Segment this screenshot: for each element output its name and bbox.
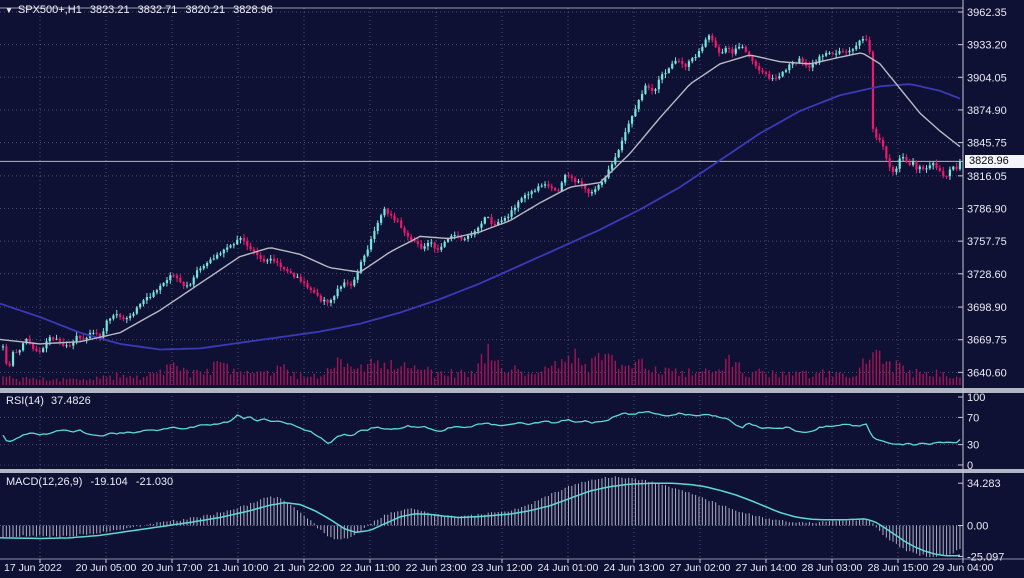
rsi-name: RSI(14) — [6, 395, 44, 407]
rsi-line — [2, 411, 961, 446]
macd-tick-label: -25.097 — [967, 551, 1004, 563]
macd-label-row: MACD(12,26,9) -19.104 -21.030 — [6, 476, 173, 489]
price-tick-label: 3874.90 — [967, 105, 1007, 117]
panel-splitter-rsi[interactable] — [0, 388, 1024, 393]
rsi-tick-label: 70 — [967, 412, 979, 424]
chart-title-bar: ▼ SPX500+,H1 3823.21 3832.71 3820.21 382… — [5, 4, 273, 17]
time-tick-label: 24 Jun 13:00 — [604, 562, 665, 574]
price-tick-label: 3698.90 — [967, 302, 1007, 314]
price-tick-label: 3757.75 — [967, 236, 1007, 248]
rsi-label-row: RSI(14) 37.4826 — [6, 395, 91, 408]
time-tick-label: 22 Jun 23:00 — [406, 562, 467, 574]
ohlc-close: 3828.96 — [233, 4, 273, 16]
rsi-tick-label: 100 — [967, 392, 985, 404]
macd-tick-label: 0.00 — [967, 521, 988, 533]
price-tick-label: 3816.05 — [967, 171, 1007, 183]
time-tick-label: 24 Jun 01:00 — [538, 562, 599, 574]
ohlc-high: 3832.71 — [137, 4, 178, 16]
price-tick-label: 3904.05 — [967, 72, 1007, 84]
time-tick-label: 27 Jun 14:00 — [736, 562, 797, 574]
volume-bars — [2, 343, 961, 385]
time-tick-label: 23 Jun 12:00 — [472, 562, 533, 574]
macd-value: -19.104 — [90, 476, 128, 488]
ohlc-open: 3823.21 — [89, 4, 130, 16]
time-tick-label: 17 Jun 2022 — [4, 562, 62, 574]
rsi-tick-label: 30 — [967, 440, 979, 452]
time-tick-label: 22 Jun 11:00 — [340, 562, 400, 574]
price-tick-label: 3933.20 — [967, 40, 1007, 52]
price-tick-label: 3962.35 — [967, 7, 1007, 19]
time-tick-label: 21 Jun 22:00 — [274, 562, 335, 574]
macd-name: MACD(12,26,9) — [6, 476, 83, 488]
current-price-tag: 3828.96 — [965, 155, 1024, 168]
slow-moving-average-line — [0, 83, 961, 351]
macd-signal-value: -21.030 — [135, 476, 174, 488]
price-tick-label: 3845.75 — [967, 138, 1007, 150]
rsi-value: 37.4826 — [50, 395, 91, 407]
symbol-dropdown-icon[interactable]: ▼ — [5, 6, 13, 15]
time-tick-label: 28 Jun 03:00 — [802, 562, 863, 574]
time-tick-label: 27 Jun 02:00 — [670, 562, 731, 574]
price-tick-label: 3640.60 — [967, 367, 1007, 379]
fast-moving-average-line — [0, 52, 961, 345]
price-tick-label: 3786.90 — [967, 204, 1007, 216]
price-axis[interactable]: 3962.35 3933.20 3904.05 3874.90 3845.75 3816.… — [958, 0, 1007, 563]
price-tick-label: 3728.60 — [967, 269, 1007, 281]
time-tick-label: 28 Jun 15:00 — [868, 562, 929, 574]
macd-signal-line — [0, 482, 961, 557]
time-tick-label: 21 Jun 10:00 — [208, 562, 269, 574]
time-axis[interactable]: 17 Jun 2022 20 Jun 05:00 20 Jun 17:00 21 Ju… — [4, 559, 994, 574]
ohlc-low: 3820.21 — [185, 4, 226, 16]
price-tick-label: 3669.75 — [967, 335, 1007, 347]
time-tick-label: 20 Jun 17:00 — [142, 562, 203, 574]
rsi-tick-label: 0 — [967, 460, 973, 472]
candlesticks[interactable] — [1, 33, 962, 368]
symbol-period-label: SPX500+,H1 — [17, 4, 82, 16]
time-tick-label: 29 Jun 04:00 — [933, 562, 994, 574]
macd-tick-label: 34.283 — [967, 478, 1001, 490]
time-tick-label: 20 Jun 05:00 — [76, 562, 137, 574]
panel-splitter-macd[interactable] — [0, 469, 1024, 473]
